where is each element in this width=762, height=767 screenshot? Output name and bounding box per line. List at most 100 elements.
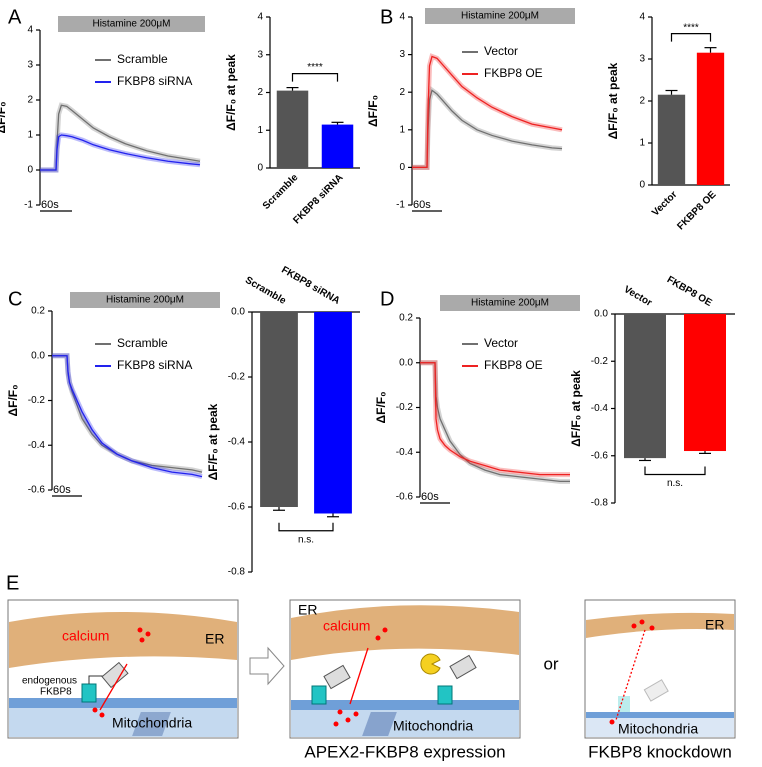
y-tick-label: 4	[27, 25, 33, 36]
y-tick-label: -0.6	[228, 502, 246, 513]
trace-band	[420, 360, 570, 484]
y-tick-label: -0.2	[28, 395, 46, 406]
y-axis-label: ΔF/F₀ at peak	[224, 54, 238, 131]
y-tick-label: 1	[639, 138, 645, 149]
legend-label: Vector	[484, 336, 518, 350]
diagram-panel: ER Mitochondria FKBP8 knockdown	[584, 599, 736, 761]
y-tick-label: 0.0	[399, 357, 413, 368]
y-axis-label: ΔF/F₀	[6, 384, 20, 416]
y-axis-label: ΔF/F₀	[374, 391, 388, 423]
bar	[696, 52, 725, 186]
er	[9, 612, 237, 668]
protein-label: FKBP8	[40, 687, 72, 698]
y-axis-label: ΔF/F₀ at peak	[569, 370, 583, 447]
calcium-dot	[337, 709, 343, 715]
y-tick-label: 2	[639, 96, 645, 107]
er-label: ER	[298, 602, 317, 618]
y-tick-label: -1	[24, 200, 33, 211]
scale-bar-label: 60s	[413, 199, 431, 211]
protein-label: endogenous	[22, 676, 77, 687]
y-tick-label: 1	[257, 125, 263, 136]
y-tick-label: 0.0	[594, 309, 608, 320]
arrow	[349, 647, 369, 705]
scale-bar-label: 60s	[53, 484, 71, 496]
trace	[420, 362, 570, 476]
y-tick-label: -0.4	[28, 440, 46, 451]
x-tick-label: Vector	[622, 284, 654, 309]
x-tick-label: FKBP8 OE	[675, 189, 718, 232]
caption: FKBP8 knockdown	[588, 742, 732, 761]
y-tick-label: 3	[639, 54, 645, 65]
crista	[362, 712, 397, 736]
mito-membrane	[586, 712, 734, 718]
trace	[52, 355, 203, 473]
panel-label: D	[380, 288, 394, 310]
protein	[643, 679, 669, 702]
y-tick-label: -0.4	[591, 403, 609, 414]
significance-label: ****	[307, 62, 323, 73]
crista	[132, 712, 171, 736]
legend-label: FKBP8 OE	[484, 66, 543, 80]
y-tick-label: -0.8	[591, 498, 609, 509]
calcium-dot	[345, 717, 351, 723]
linker	[88, 675, 108, 684]
calcium-dot	[631, 623, 637, 629]
y-tick-label: 0	[639, 180, 645, 191]
y-tick-label: 4	[639, 12, 645, 23]
y-axis-label: ΔF/F₀ at peak	[606, 62, 620, 139]
trace	[412, 55, 563, 169]
mito-membrane	[291, 700, 519, 710]
y-tick-label: 0	[399, 162, 405, 173]
stimulus-bar	[70, 292, 220, 308]
stimulus-bar	[58, 16, 205, 32]
y-tick-label: -0.8	[228, 567, 246, 578]
calcium-label: calcium	[62, 628, 109, 644]
mito-membrane	[9, 698, 237, 708]
trace	[52, 355, 203, 478]
stimulus-label: Histamine 200μM	[461, 11, 539, 22]
fkbp8	[81, 683, 97, 703]
y-axis-label: ΔF/F₀ at peak	[206, 403, 220, 480]
bar	[684, 314, 726, 452]
x-tick-label: Scramble	[261, 172, 301, 212]
bar	[276, 90, 309, 168]
diagram-panel: ER calcium Mitochondria APEX2-FKBP8 expr…	[289, 599, 521, 761]
y-tick-label: 0.0	[31, 350, 45, 361]
protein	[101, 661, 129, 689]
significance-label: ****	[683, 22, 699, 33]
significance-bracket	[644, 466, 706, 476]
mito-label: Mitochondria	[112, 715, 192, 731]
calcium-dot	[92, 707, 98, 713]
significance-bracket	[291, 72, 339, 82]
bar	[260, 312, 298, 507]
significance-bracket	[278, 522, 334, 532]
er-label: ER	[205, 631, 224, 647]
caption: APEX2-FKBP8 expression	[304, 742, 505, 761]
x-tick-label: FKBP8 OE	[665, 274, 714, 309]
significance-bracket	[670, 33, 712, 42]
bar	[657, 94, 686, 185]
y-axis-label: ΔF/F₀	[366, 95, 380, 127]
y-tick-label: 3	[27, 60, 33, 71]
legend-label: FKBP8 OE	[484, 358, 543, 372]
y-tick-label: -0.2	[396, 402, 414, 413]
arrow	[99, 663, 128, 711]
y-tick-label: 0	[27, 165, 33, 176]
y-tick-label: 4	[257, 12, 263, 23]
y-tick-label: -0.4	[228, 437, 246, 448]
protein	[449, 654, 477, 680]
fkbp8	[618, 696, 630, 712]
y-tick-label: 0.2	[31, 306, 45, 317]
y-tick-label: -0.4	[396, 447, 414, 458]
y-tick-label: 3	[399, 49, 405, 60]
calcium-dot	[382, 627, 388, 633]
scale-bar-label: 60s	[421, 491, 439, 503]
panel-label: E	[6, 572, 19, 594]
calcium-dot	[99, 712, 105, 718]
x-tick-label: FKBP8 siRNA	[279, 265, 341, 307]
y-tick-label: -0.2	[228, 372, 246, 383]
calcium-dot	[639, 619, 645, 625]
er-label: ER	[705, 617, 724, 633]
er	[291, 605, 519, 660]
stimulus-label: Histamine 200μM	[92, 19, 170, 30]
